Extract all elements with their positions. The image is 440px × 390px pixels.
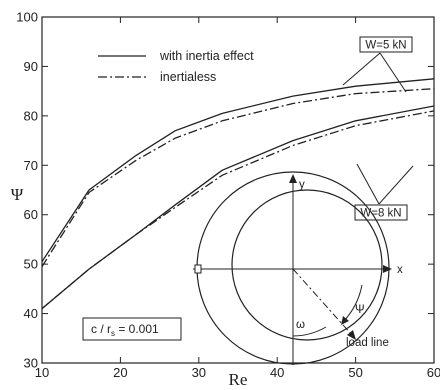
journal-inner-circle xyxy=(231,189,383,341)
y-tick-label: 80 xyxy=(24,108,38,123)
omega-arc xyxy=(292,326,327,337)
x-axis-label: Re xyxy=(229,370,248,389)
series-line-w-5-kn-dash-dot xyxy=(41,88,435,267)
omega-label: ω xyxy=(296,319,305,331)
chart-series xyxy=(41,78,435,310)
bearing-diagram: x y ω Ψ load line xyxy=(193,171,403,365)
legend: with inertia effect inertialess xyxy=(98,49,254,84)
y-tick-label: 40 xyxy=(24,306,38,321)
clearance-note-box xyxy=(82,317,182,341)
annotation-w8-arrow-2 xyxy=(378,165,414,205)
y-axis-label: Ψ xyxy=(11,185,24,204)
x-tick-label: 10 xyxy=(35,365,49,380)
x-tick-label: 40 xyxy=(270,365,284,380)
psi-arrowhead xyxy=(341,316,349,325)
series-line-w-8-kn-dash-dot xyxy=(41,110,435,310)
inset-x-arrowhead xyxy=(383,265,392,273)
x-tick-label: 50 xyxy=(348,365,362,380)
load-line-label: load line xyxy=(346,337,389,349)
psi-label: Ψ xyxy=(355,304,365,316)
y-tick-label: 60 xyxy=(24,207,38,222)
x-tick-label: 20 xyxy=(113,365,127,380)
y-tick-label: 70 xyxy=(24,158,38,173)
oil-inlet-marker xyxy=(194,264,202,274)
x-tick-label: 30 xyxy=(192,365,206,380)
y-tick-label: 30 xyxy=(24,356,38,371)
plot-frame xyxy=(41,16,435,364)
annotation-w8: W=8 kN xyxy=(354,163,414,221)
y-tick-label: 50 xyxy=(24,257,38,272)
annotation-w8-label: W=8 kN xyxy=(360,208,401,220)
inset-y-arrowhead xyxy=(289,174,297,183)
y-tick-label: 100 xyxy=(16,10,38,25)
series-line-w-5-kn-solid xyxy=(41,78,435,263)
annotation-w5: W=5 kN xyxy=(342,36,413,93)
load-line-arrowhead xyxy=(347,330,356,340)
x-tick-label: 60 xyxy=(427,365,440,380)
annotation-w5-label: W=5 kN xyxy=(365,40,406,52)
clearance-note: c / rs = 0.001 xyxy=(82,317,182,341)
y-tick-label: 90 xyxy=(24,59,38,74)
annotation-w8-arrow-1 xyxy=(356,163,380,205)
annotation-w5-box xyxy=(359,36,413,53)
chart-ticks: 10 20 30 40 50 60 30 40 50 60 70 80 90 100 xyxy=(16,10,440,381)
annotation-w5-arrow-1 xyxy=(342,52,381,86)
inset-x-label: x xyxy=(397,264,403,276)
legend-label-inertialess: inertialess xyxy=(160,70,216,84)
clearance-note-text: c / rs = 0.001 xyxy=(91,322,159,338)
inset-y-label: y xyxy=(299,179,305,191)
annotation-w5-arrow-2 xyxy=(379,52,407,93)
legend-label-inertia: with inertia effect xyxy=(159,49,254,63)
chart-axes xyxy=(41,16,435,364)
